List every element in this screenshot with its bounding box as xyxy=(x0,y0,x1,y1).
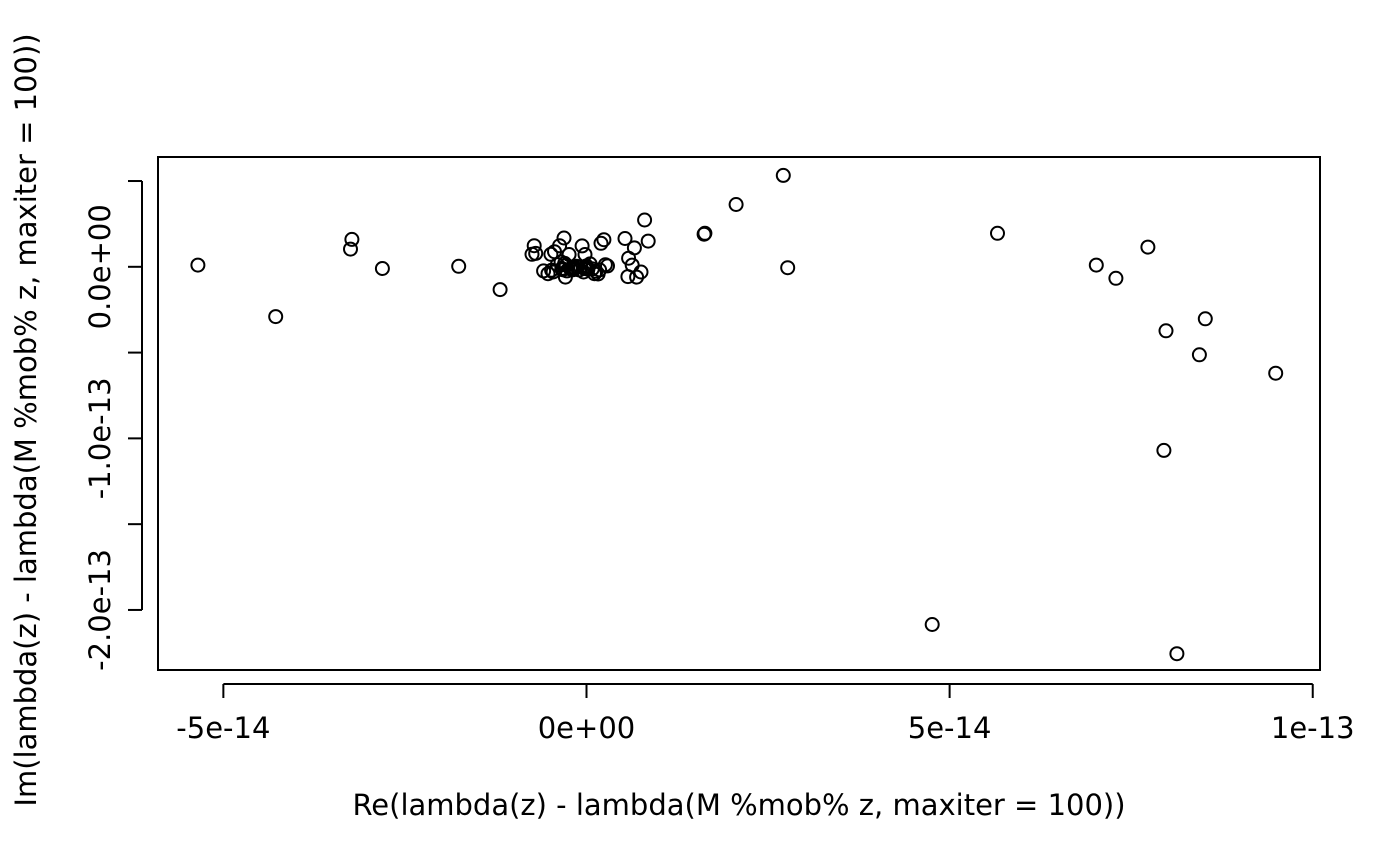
data-point xyxy=(1088,257,1104,273)
data-point xyxy=(1268,365,1284,381)
data-point xyxy=(578,260,594,275)
data-point xyxy=(593,235,609,251)
data-point xyxy=(1197,311,1213,327)
x-axis: -5e-14 0e+00 5e-14 1e-13 xyxy=(176,683,1355,745)
data-point xyxy=(374,261,390,276)
data-point xyxy=(637,212,653,228)
data-point xyxy=(640,233,656,249)
data-point xyxy=(556,230,572,246)
data-point xyxy=(190,257,206,273)
data-point xyxy=(1156,442,1172,458)
y-tick-label: -2.0e-13 xyxy=(83,549,117,671)
x-tick-label: 0e+00 xyxy=(538,711,636,745)
data-point xyxy=(268,309,284,325)
data-point xyxy=(492,282,508,298)
y-axis-label: Im(lambda(z) - lambda(M %mob% z, maxiter… xyxy=(9,33,43,806)
data-point xyxy=(1169,646,1185,662)
data-point xyxy=(552,238,568,254)
data-point xyxy=(558,257,574,273)
data-point xyxy=(543,246,559,262)
data-point xyxy=(528,245,544,261)
data-point xyxy=(596,232,612,248)
data-point xyxy=(1108,270,1124,286)
data-point xyxy=(1191,347,1207,363)
data-point xyxy=(633,264,649,280)
x-tick-label: 1e-13 xyxy=(1271,711,1355,745)
data-point xyxy=(617,231,633,246)
data-point xyxy=(451,258,467,274)
x-tick-label: -5e-14 xyxy=(176,711,270,745)
data-point xyxy=(780,260,796,276)
x-axis-label: Re(lambda(z) - lambda(M %mob% z, maxiter… xyxy=(352,788,1125,822)
data-point xyxy=(600,258,615,274)
data-point xyxy=(775,167,791,183)
data-point xyxy=(629,269,645,285)
data-points xyxy=(190,167,1284,662)
data-point xyxy=(557,255,573,271)
y-axis: 0.0e+00 -1.0e-13 -2.0e-13 xyxy=(83,180,143,671)
data-point xyxy=(526,238,542,254)
data-point xyxy=(626,240,642,256)
data-point xyxy=(574,238,590,254)
data-point xyxy=(343,241,358,257)
data-point xyxy=(990,225,1005,241)
data-point xyxy=(697,225,713,241)
data-point xyxy=(728,197,744,212)
plot-frame xyxy=(157,156,1321,671)
y-tick-label: 0.0e+00 xyxy=(83,204,117,329)
x-tick-label: 5e-14 xyxy=(908,711,992,745)
data-point xyxy=(1140,239,1156,255)
data-point xyxy=(1158,323,1174,339)
data-point xyxy=(344,231,360,247)
data-point xyxy=(924,617,940,632)
y-tick-label: -1.0e-13 xyxy=(83,377,117,499)
